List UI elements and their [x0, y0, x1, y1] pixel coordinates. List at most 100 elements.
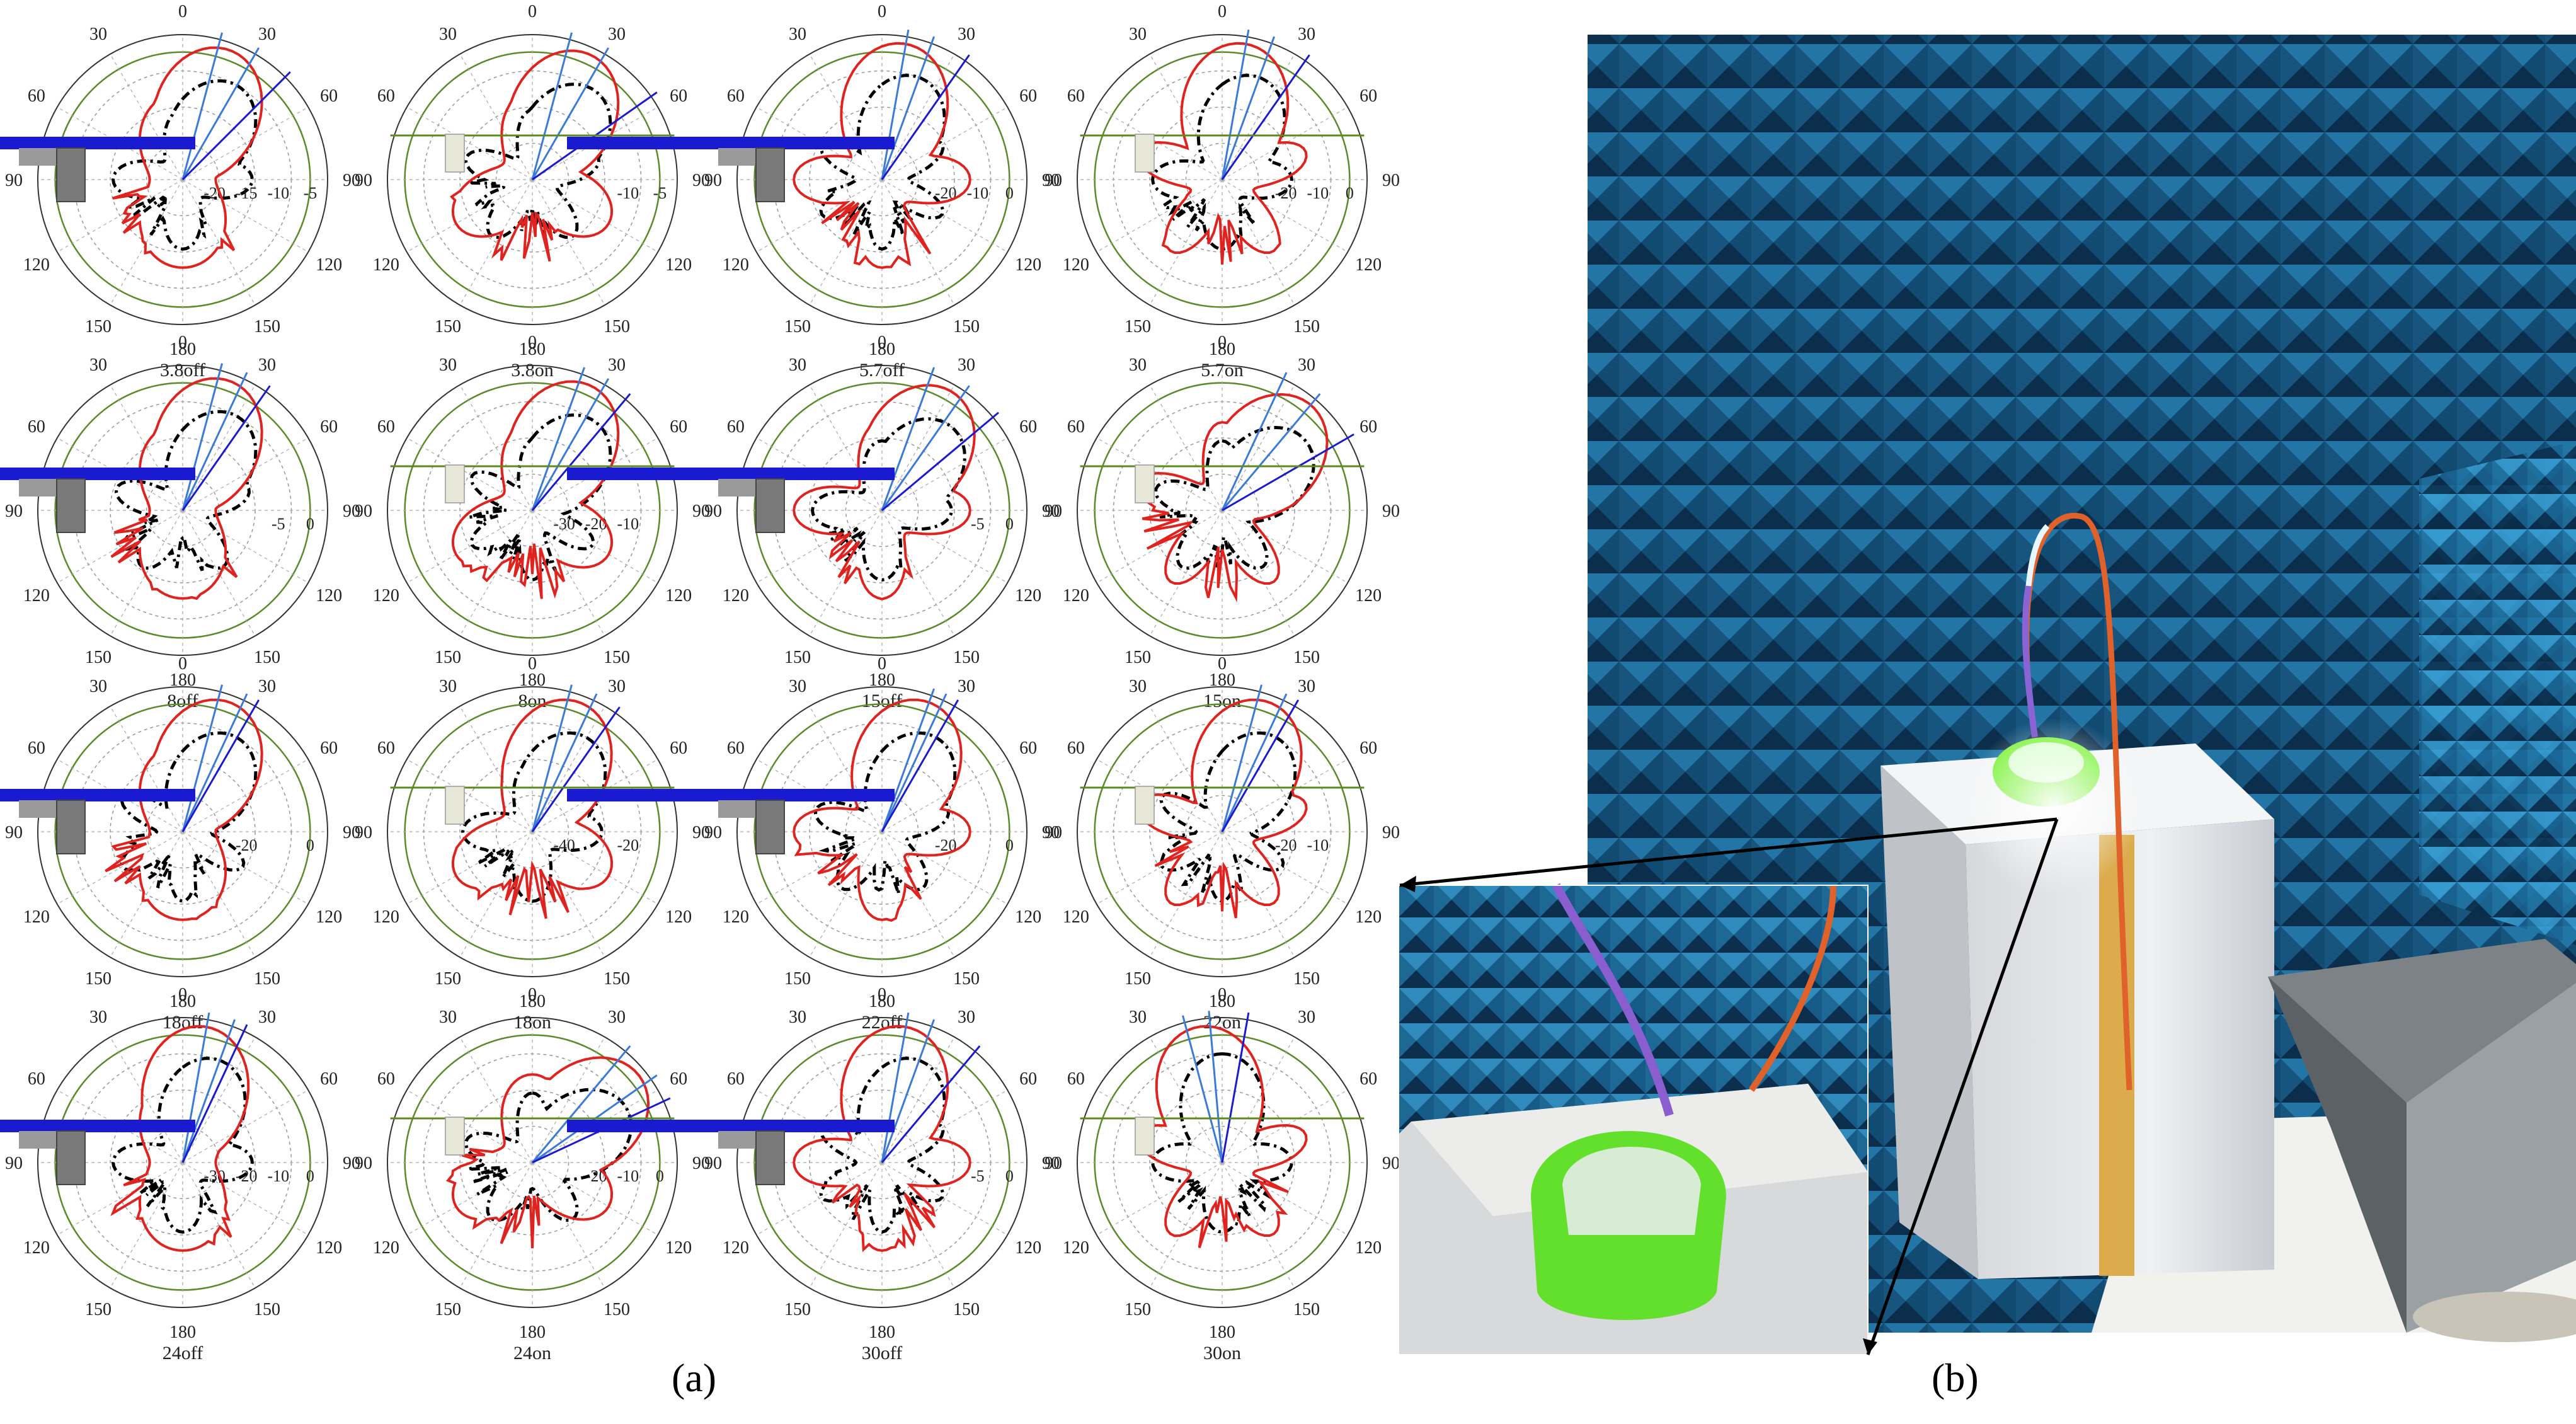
angle-label: 90	[343, 171, 360, 190]
red-pattern-5.7on	[1136, 42, 1308, 265]
feed-stand	[56, 478, 86, 533]
grid-ring-0	[1185, 142, 1259, 217]
angle-label: 60	[1360, 1069, 1377, 1089]
angle-label: 120	[1063, 1238, 1089, 1258]
angle-label: 60	[670, 1069, 687, 1089]
angle-label: 60	[28, 417, 45, 437]
angle-label: 30	[789, 1008, 806, 1027]
angle-label: 90	[704, 171, 722, 190]
angle-label: 60	[377, 1069, 395, 1089]
ground-plane-bar	[0, 137, 195, 149]
angle-label: 150	[1125, 317, 1151, 336]
chart-caption: 30off	[862, 1343, 902, 1364]
chart-caption: 24off	[163, 1343, 203, 1364]
beam-line	[531, 684, 573, 832]
angle-label: 90	[1042, 171, 1060, 190]
angle-label: 180	[869, 340, 895, 359]
angle-label: 30	[789, 25, 806, 44]
red-pattern-8off	[110, 377, 263, 600]
dashed-pattern-15off	[811, 417, 967, 582]
feed-marker	[445, 134, 465, 173]
angle-label: 180	[519, 992, 546, 1011]
beam-line	[181, 699, 260, 832]
angle-label: 150	[85, 317, 112, 336]
grid-spoke	[406, 759, 533, 832]
angle-label: 150	[1293, 969, 1320, 989]
outer-ring	[1077, 34, 1368, 325]
beam-line	[531, 378, 610, 511]
ring-label: 0	[1005, 836, 1014, 854]
grid-spoke	[406, 1162, 533, 1236]
ground-plane-bar	[567, 137, 895, 149]
feed-marker	[445, 1117, 465, 1156]
angle-label: 30	[1129, 25, 1147, 44]
beam-line	[881, 693, 947, 832]
red-pattern-22off	[793, 698, 971, 922]
grid-spoke	[809, 831, 883, 958]
grid-ring-0	[495, 1125, 570, 1200]
grid-spoke	[459, 510, 533, 636]
grid-spoke	[809, 706, 883, 832]
grid-spoke	[1222, 179, 1348, 253]
grid-spoke	[1222, 759, 1348, 832]
grid-spoke	[406, 437, 533, 511]
angle-label: 90	[1382, 502, 1400, 521]
angle-label: 60	[727, 1069, 745, 1089]
grid-spoke	[406, 510, 533, 583]
outer-ring	[1077, 686, 1368, 977]
grid-spoke	[532, 510, 605, 636]
angle-label: 120	[316, 1238, 342, 1258]
grid-spoke	[1096, 831, 1223, 905]
angle-label: 120	[1063, 586, 1089, 606]
grid-spoke	[881, 510, 955, 636]
angle-label: 90	[355, 502, 372, 521]
grid-spoke	[809, 1036, 883, 1163]
beam-line	[181, 1024, 248, 1163]
angle-label: 90	[355, 823, 372, 842]
grid-spoke	[57, 510, 183, 583]
grid-spoke	[182, 831, 309, 905]
feed-stand	[755, 1130, 785, 1185]
angle-label: 0	[178, 333, 187, 352]
grid-spoke	[532, 179, 605, 306]
angle-label: 0	[1218, 654, 1227, 674]
grid-spoke	[881, 179, 955, 306]
angle-label: 0	[1218, 985, 1227, 1004]
angle-label: 120	[373, 586, 399, 606]
grid-spoke	[1222, 384, 1295, 511]
angle-label: 30	[439, 25, 457, 44]
beam-line	[1221, 693, 1288, 832]
beam-line	[181, 693, 248, 832]
angle-label: 150	[254, 648, 280, 667]
grid-spoke	[459, 54, 533, 180]
angle-label: 180	[169, 340, 196, 359]
angle-label: 90	[343, 1154, 360, 1173]
outer-ring	[387, 34, 678, 325]
angle-label: 120	[1015, 907, 1041, 927]
angle-label: 150	[1125, 1300, 1151, 1319]
grid-spoke	[1222, 1162, 1348, 1236]
beam-line	[881, 29, 910, 180]
ring-label: -20	[617, 836, 639, 854]
grid-spoke	[1149, 510, 1223, 636]
ground-plane-bar	[0, 468, 195, 480]
angle-label: 180	[1209, 340, 1235, 359]
ring-label: 0	[1005, 1167, 1014, 1185]
dashed-pattern-24off	[112, 1057, 254, 1234]
angle-label: 150	[254, 969, 280, 989]
red-pattern-30off	[793, 1025, 971, 1253]
ring-label: 0	[1005, 515, 1014, 533]
beam-line	[181, 1019, 236, 1163]
grid-spoke	[182, 106, 309, 180]
angle-label: 150	[604, 317, 630, 336]
ground-plane-bar	[0, 789, 195, 801]
grid-spoke	[1149, 179, 1223, 306]
angle-label: 150	[1125, 648, 1151, 667]
chart-caption: 15on	[1203, 691, 1241, 711]
beam-line	[1221, 36, 1276, 180]
ground-plane-bar	[0, 1120, 195, 1132]
beam-line	[1221, 684, 1262, 832]
beam-line	[1222, 433, 1354, 512]
